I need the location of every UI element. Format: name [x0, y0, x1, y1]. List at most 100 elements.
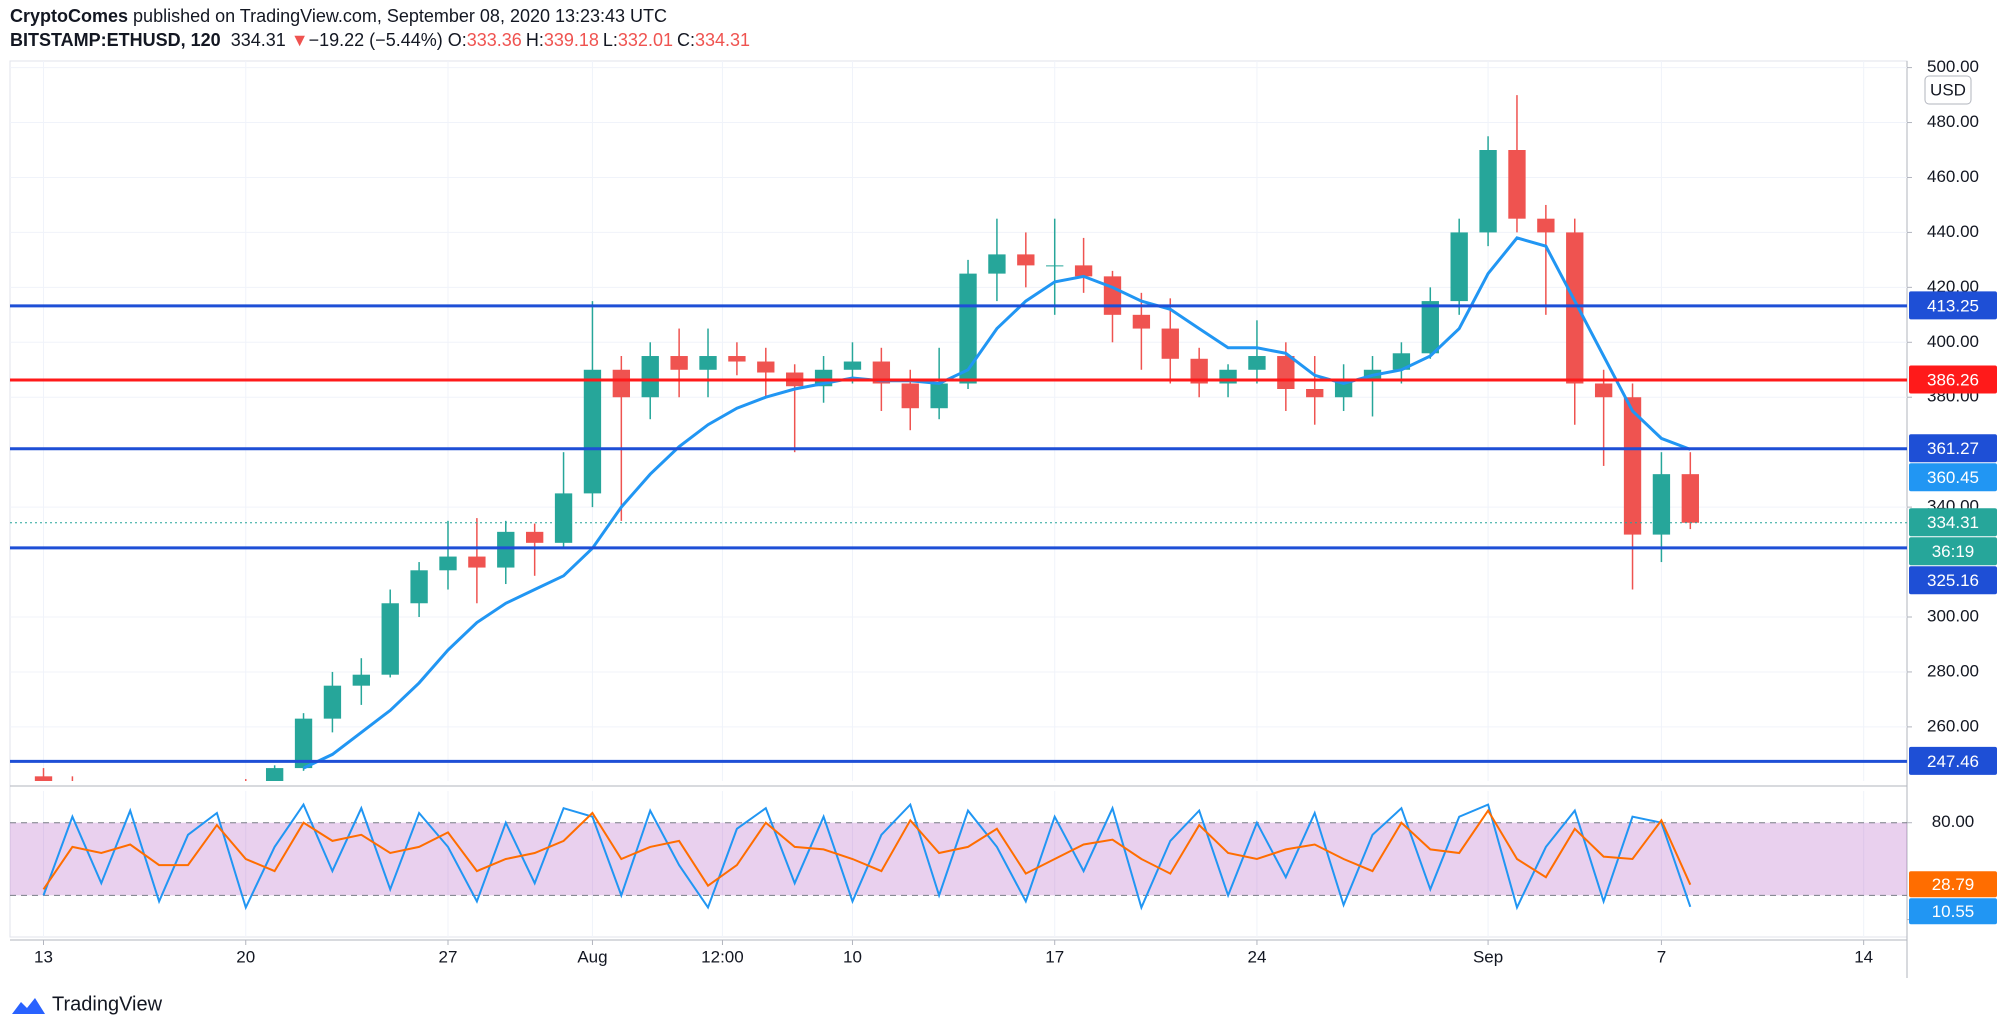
ma-badge-label: 360.45 [1927, 468, 1979, 487]
candle-body [1190, 358, 1208, 384]
candle-body [439, 556, 457, 571]
candle-body [988, 254, 1006, 274]
x-tick-label: 17 [1045, 947, 1064, 966]
last-price-badge [1909, 508, 1997, 537]
level-badge [1909, 566, 1997, 595]
x-tick-label: 13 [34, 947, 53, 966]
candle-body [150, 793, 167, 796]
candle-body [237, 785, 254, 790]
candle-body [612, 369, 631, 398]
y-tick-label: 280.00 [1927, 661, 1979, 680]
candle-body [352, 674, 370, 686]
candle-body [699, 356, 717, 370]
price-pane [10, 61, 1907, 796]
ohlc-value: 334.31 [694, 30, 751, 50]
logo-icon [12, 998, 45, 1014]
countdown-badge-label: 36:19 [1932, 542, 1975, 561]
candle-body [959, 273, 977, 384]
oscillator-badge [1909, 871, 1997, 898]
header: CryptoComes published on TradingView.com… [10, 4, 754, 52]
candle-body [757, 361, 775, 373]
candle-body [728, 356, 746, 362]
price: 334.31 [230, 30, 286, 50]
x-tick-label: 27 [439, 947, 458, 966]
candle-body [843, 361, 862, 370]
ohlc-value: 339.18 [543, 30, 599, 50]
candle-body [1132, 314, 1151, 329]
oscillator-badge-label: 10.55 [1932, 902, 1975, 921]
x-tick-label: 7 [1657, 947, 1666, 966]
ohlc-value: 333.36 [466, 30, 522, 50]
candle-body [497, 531, 515, 568]
oscillator-badge-label: 28.79 [1932, 875, 1975, 894]
level-badge-label: 325.16 [1927, 571, 1979, 590]
candle-body [1103, 276, 1122, 315]
candle-body [294, 718, 313, 769]
y-tick-label: 500.00 [1927, 57, 1979, 76]
currency-box [1924, 75, 1972, 105]
symbol: BITSTAMP:ETHUSD, 120 [10, 30, 221, 50]
x-tick-label: 24 [1247, 947, 1266, 966]
last-price-badge-label: 334.31 [1927, 513, 1979, 532]
brand: TradingView [52, 993, 163, 1015]
level-badge-label: 361.27 [1927, 439, 1979, 458]
plot-frame [9, 60, 1908, 938]
candle-body [179, 787, 196, 795]
oscillator-line [42, 802, 1692, 911]
author: CryptoComes [10, 6, 129, 26]
candle-body [1479, 150, 1497, 233]
candle-body [265, 768, 284, 781]
ohlc: O:333.36 H:339.18 L:332.01 C:334.31 [448, 30, 754, 50]
candle-body [93, 787, 110, 790]
footer-logo: TradingView [12, 993, 163, 1015]
candle-body [670, 356, 688, 370]
candle-body [1248, 356, 1266, 370]
candle-body [1306, 388, 1324, 398]
candle-body [872, 361, 891, 384]
level-badge [1909, 365, 1997, 394]
candle-body [1161, 328, 1179, 359]
candle-body [1652, 474, 1671, 535]
x-tick-label: 14 [1854, 947, 1873, 966]
candle-body [1392, 353, 1411, 370]
y-tick-label: 80.00 [1932, 812, 1975, 831]
candle-body [468, 556, 486, 568]
candle-body [930, 383, 948, 409]
ohlc-label: C: [676, 30, 695, 50]
x-tick-label: Aug [577, 947, 607, 966]
published: published on TradingView.com, September … [133, 6, 668, 26]
candle-body [122, 790, 139, 793]
candle-body [1017, 254, 1035, 266]
moving-average [302, 236, 1691, 770]
ohlc-label: O: [447, 30, 467, 50]
candle-body [1074, 265, 1093, 277]
candle-body [641, 356, 659, 398]
candle-body [583, 369, 602, 494]
candle-body [1508, 150, 1526, 219]
level-badge [1909, 746, 1997, 775]
candle-body [1334, 380, 1353, 398]
candle-body [901, 383, 919, 409]
header-line: CryptoComes published on TradingView.com… [10, 4, 754, 28]
arrow: ▼ [290, 30, 309, 50]
level-badge-label: 386.26 [1927, 371, 1979, 390]
ohlc-value: 332.01 [617, 30, 673, 50]
level-badge [1909, 434, 1997, 463]
y-tick-label: 480.00 [1927, 112, 1979, 131]
candle-body [410, 570, 428, 604]
candle-body [1450, 232, 1468, 302]
candle-body [381, 603, 399, 675]
currency-label: USD [1930, 80, 1966, 99]
candle-body [1277, 356, 1295, 389]
y-tick-label: 440.00 [1927, 222, 1979, 241]
candle-body [525, 531, 544, 543]
candle-body [1537, 218, 1555, 233]
countdown-badge [1909, 537, 1997, 566]
candle-body [64, 782, 81, 785]
candle-body [1681, 474, 1699, 523]
level-badge-label: 413.25 [1927, 296, 1979, 315]
x-tick-label: Sep [1473, 947, 1503, 966]
level-badge [1909, 291, 1997, 320]
